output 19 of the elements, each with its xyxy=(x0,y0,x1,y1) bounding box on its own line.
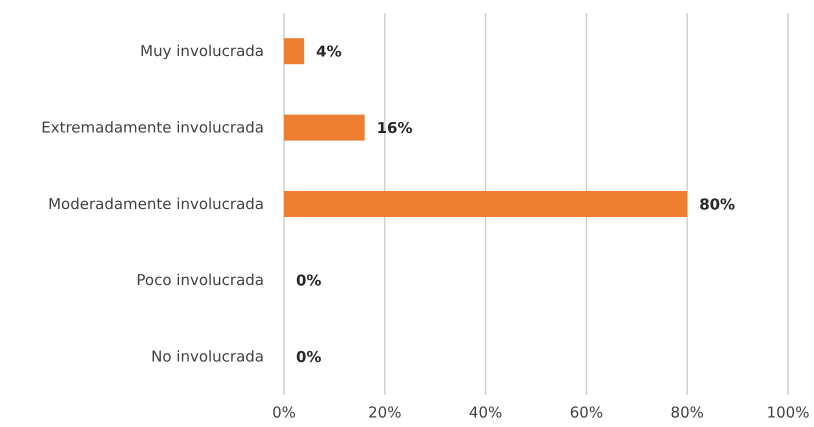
data-label: 4% xyxy=(316,42,342,60)
y-tick-label: No involucrada xyxy=(151,348,264,366)
data-label: 16% xyxy=(376,118,413,137)
x-tick-label: 80% xyxy=(670,404,704,422)
y-tick-label: Poco involucrada xyxy=(136,271,264,290)
y-tick-label: Moderadamente involucrada xyxy=(48,194,264,213)
bar xyxy=(284,38,304,64)
x-tick-label: 0% xyxy=(272,404,296,422)
y-tick-label: Extremadamente involucrada xyxy=(41,118,264,136)
data-label: 0% xyxy=(296,272,322,290)
data-label: 80% xyxy=(699,195,736,214)
y-tick-label: Muy involucrada xyxy=(140,42,264,60)
x-tick-label: 60% xyxy=(570,404,604,422)
bar xyxy=(284,191,688,217)
bar xyxy=(284,114,365,141)
data-label: 0% xyxy=(296,348,322,366)
x-tick-label: 100% xyxy=(766,404,810,422)
x-tick-label: 40% xyxy=(468,404,502,422)
x-tick-label: 20% xyxy=(368,404,402,422)
